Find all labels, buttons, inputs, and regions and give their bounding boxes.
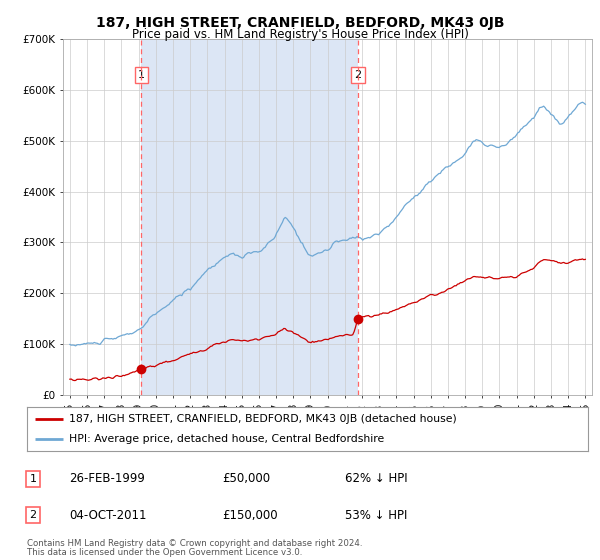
Text: 53% ↓ HPI: 53% ↓ HPI <box>345 508 407 522</box>
Text: £150,000: £150,000 <box>222 508 278 522</box>
Text: 62% ↓ HPI: 62% ↓ HPI <box>345 472 407 486</box>
Text: HPI: Average price, detached house, Central Bedfordshire: HPI: Average price, detached house, Cent… <box>69 434 385 444</box>
Text: 2: 2 <box>29 510 37 520</box>
Text: £50,000: £50,000 <box>222 472 270 486</box>
Text: 1: 1 <box>137 70 145 80</box>
Text: 2: 2 <box>354 70 361 80</box>
Text: 26-FEB-1999: 26-FEB-1999 <box>69 472 145 486</box>
Text: 187, HIGH STREET, CRANFIELD, BEDFORD, MK43 0JB: 187, HIGH STREET, CRANFIELD, BEDFORD, MK… <box>96 16 504 30</box>
Text: Price paid vs. HM Land Registry's House Price Index (HPI): Price paid vs. HM Land Registry's House … <box>131 28 469 41</box>
Text: 04-OCT-2011: 04-OCT-2011 <box>69 508 146 522</box>
Text: 187, HIGH STREET, CRANFIELD, BEDFORD, MK43 0JB (detached house): 187, HIGH STREET, CRANFIELD, BEDFORD, MK… <box>69 414 457 424</box>
Text: Contains HM Land Registry data © Crown copyright and database right 2024.: Contains HM Land Registry data © Crown c… <box>27 539 362 548</box>
Text: This data is licensed under the Open Government Licence v3.0.: This data is licensed under the Open Gov… <box>27 548 302 557</box>
Text: 1: 1 <box>29 474 37 484</box>
Bar <box>141 39 358 395</box>
